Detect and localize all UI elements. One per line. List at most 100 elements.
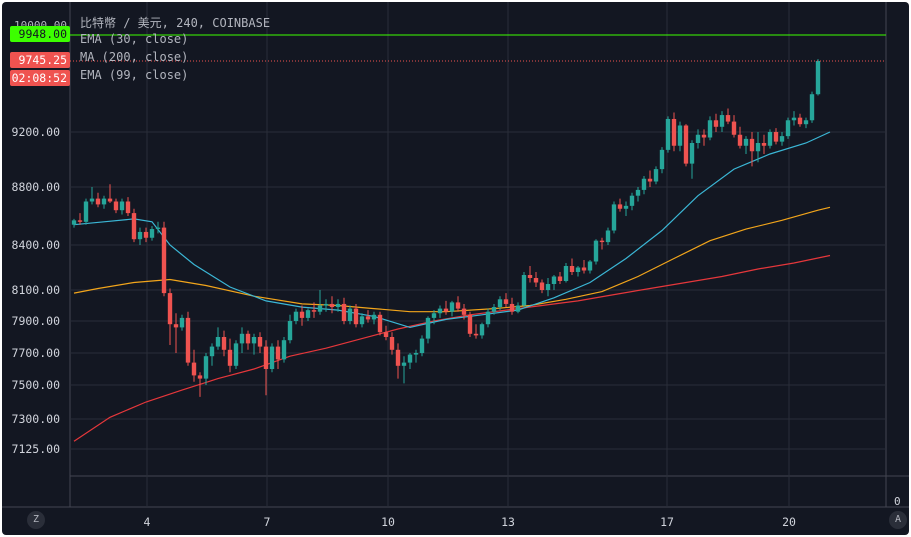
candle-up bbox=[593, 240, 599, 262]
candle-down bbox=[227, 349, 233, 366]
candle-up bbox=[767, 132, 773, 146]
candle-down bbox=[569, 266, 575, 272]
candle-up bbox=[287, 321, 293, 341]
candle-down bbox=[377, 314, 383, 333]
candle-up bbox=[809, 94, 815, 121]
candle-up bbox=[815, 61, 821, 95]
candle-down bbox=[257, 337, 263, 347]
candle-up bbox=[83, 201, 89, 222]
candle-up bbox=[563, 266, 569, 281]
x-tick-label: 17 bbox=[660, 515, 674, 529]
candle-down bbox=[263, 346, 269, 369]
candle-down bbox=[341, 303, 347, 321]
candle-down bbox=[467, 314, 473, 334]
candle-down bbox=[107, 198, 113, 202]
candle-down bbox=[455, 302, 461, 309]
candle-up bbox=[635, 189, 641, 196]
candle-up bbox=[101, 198, 107, 205]
candle-down bbox=[353, 308, 359, 325]
symbol-title: 比特幣 / 美元, 240, COINBASE bbox=[80, 16, 271, 30]
candle-up bbox=[413, 353, 419, 355]
candle-up bbox=[689, 143, 695, 164]
y-tick-label: 8100.00 bbox=[12, 283, 61, 297]
zoom-reset-button[interactable]: Z bbox=[27, 511, 45, 529]
candle-down bbox=[725, 115, 731, 122]
indicator-ema30-label[interactable]: EMA (30, close) bbox=[80, 32, 189, 46]
indicator-ema99-label[interactable]: EMA (99, close) bbox=[80, 68, 189, 82]
candle-up bbox=[785, 120, 791, 137]
candle-down bbox=[503, 299, 509, 304]
candle-up bbox=[137, 231, 143, 240]
candle-down bbox=[221, 337, 227, 350]
candle-up bbox=[209, 346, 215, 357]
candle-down bbox=[395, 349, 401, 366]
candle-up bbox=[71, 220, 77, 225]
candle-down bbox=[473, 333, 479, 336]
candle-up bbox=[359, 316, 365, 325]
candle-up bbox=[203, 356, 209, 379]
ma200-line bbox=[73, 206, 831, 313]
candle-down bbox=[749, 138, 755, 152]
candle-up bbox=[407, 354, 413, 363]
candle-down bbox=[797, 117, 803, 125]
y-tick-label: 7700.00 bbox=[12, 346, 61, 360]
candle-up bbox=[665, 118, 671, 150]
candle-up bbox=[233, 343, 239, 366]
candle-down bbox=[173, 324, 179, 328]
candle-down bbox=[599, 240, 605, 243]
candle-down bbox=[683, 125, 689, 164]
candle-up bbox=[545, 284, 551, 290]
y-tick-label: 7500.00 bbox=[12, 378, 61, 392]
ema30-line bbox=[73, 131, 831, 329]
candle-up bbox=[269, 346, 275, 369]
candle-down bbox=[161, 227, 167, 294]
candle-up bbox=[305, 310, 311, 318]
candle-up bbox=[515, 305, 521, 312]
x-tick-label: 20 bbox=[782, 515, 796, 529]
candle-up bbox=[659, 149, 665, 170]
candle-up bbox=[251, 337, 257, 344]
candle-down bbox=[329, 303, 335, 308]
candle-down bbox=[761, 143, 767, 146]
candle-up bbox=[521, 275, 527, 306]
candle-up bbox=[611, 204, 617, 231]
candle-up bbox=[707, 120, 713, 138]
candle-up bbox=[419, 338, 425, 353]
auto-scale-button[interactable]: A bbox=[889, 511, 907, 529]
candle-up bbox=[323, 303, 329, 306]
candle-up bbox=[791, 117, 797, 121]
candle-up bbox=[155, 227, 161, 230]
candle-down bbox=[191, 362, 197, 376]
candle-up bbox=[293, 311, 299, 321]
y-tick-label: 8800.00 bbox=[12, 180, 61, 194]
indicator-ma200-label[interactable]: MA (200, close) bbox=[80, 50, 189, 64]
candle-down bbox=[365, 316, 371, 320]
candle-up bbox=[281, 340, 287, 360]
candle-up bbox=[179, 317, 185, 328]
candle-up bbox=[485, 311, 491, 325]
candle-down bbox=[731, 121, 737, 135]
candle-down bbox=[509, 303, 515, 312]
candle-up bbox=[149, 229, 155, 238]
y-tick-label: 7900.00 bbox=[12, 314, 61, 328]
green-price-tag: 9948.00 bbox=[10, 26, 70, 42]
candle-up bbox=[605, 230, 611, 243]
candle-up bbox=[119, 201, 125, 211]
candle-down bbox=[383, 332, 389, 337]
candle-countdown-tag: 02:08:52 bbox=[10, 70, 70, 86]
candle-down bbox=[185, 317, 191, 363]
candle-up bbox=[551, 276, 557, 284]
candle-up bbox=[89, 198, 95, 202]
indicator-pane-zero-label: 0 bbox=[894, 495, 901, 508]
candle-down bbox=[131, 213, 137, 240]
candle-down bbox=[461, 308, 467, 315]
candle-up bbox=[449, 302, 455, 312]
candle-up bbox=[497, 299, 503, 308]
candle-up bbox=[719, 115, 725, 127]
candle-down bbox=[311, 310, 317, 312]
y-tick-label: 7125.00 bbox=[12, 442, 61, 456]
candle-up bbox=[695, 134, 701, 143]
candle-down bbox=[389, 337, 395, 350]
candle-up bbox=[641, 178, 647, 190]
